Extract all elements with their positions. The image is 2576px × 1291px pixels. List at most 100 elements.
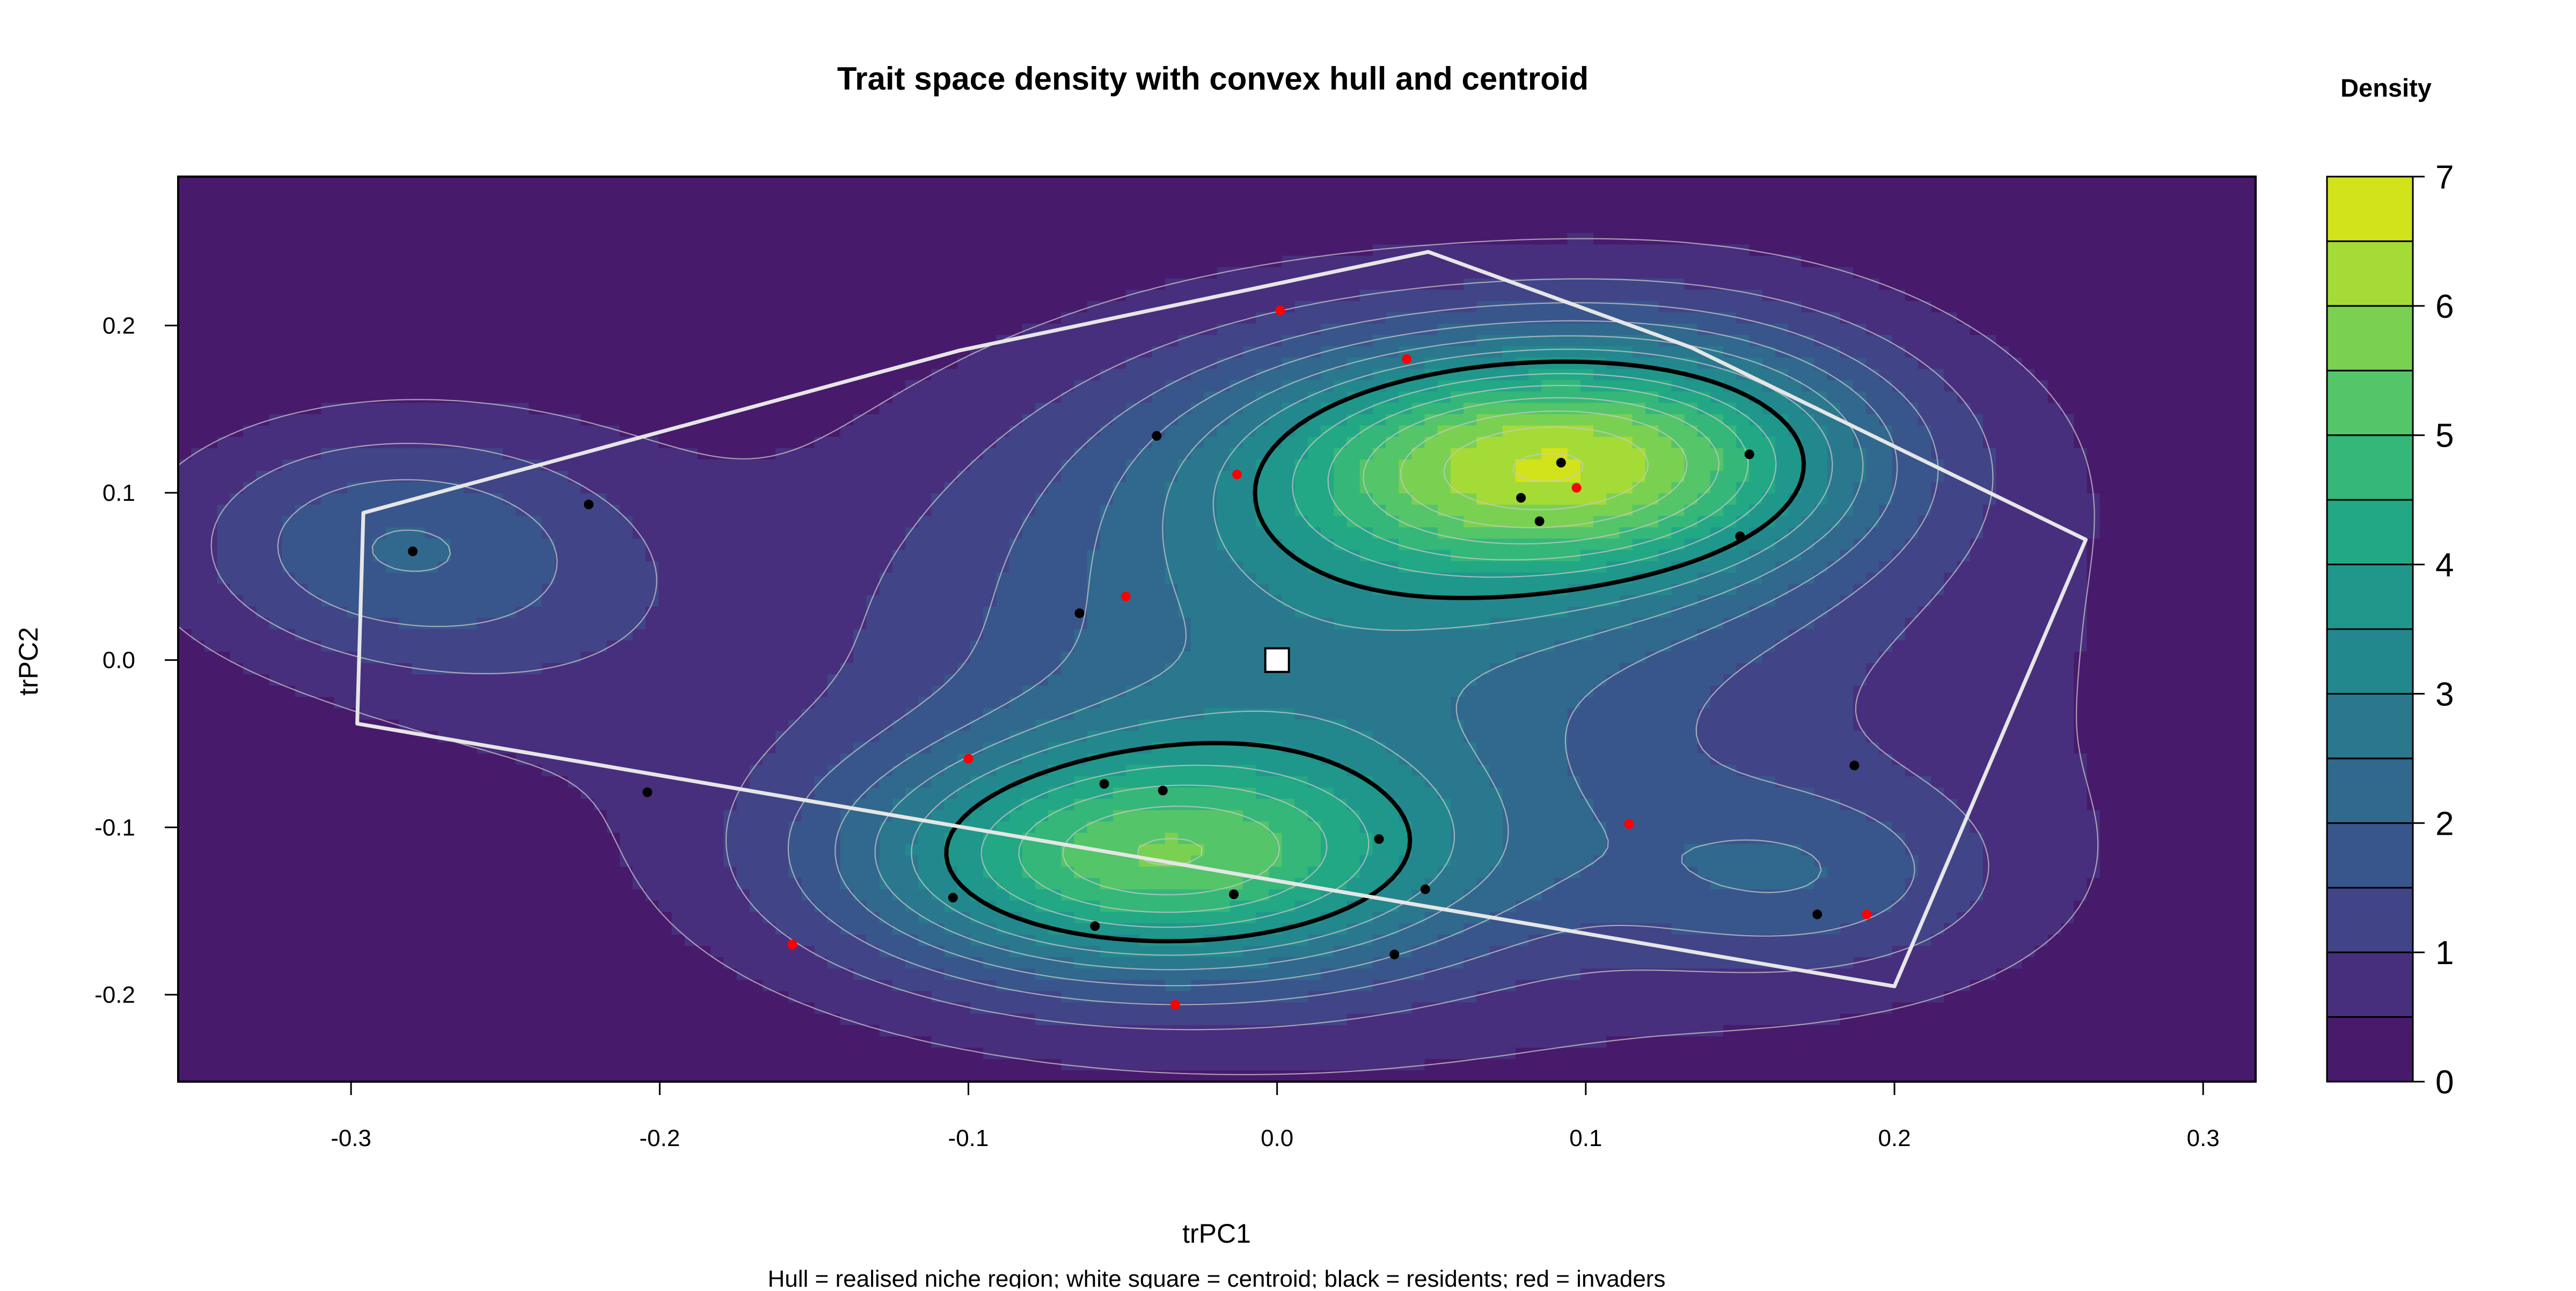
density-cell	[1671, 244, 1685, 257]
density-cell	[801, 210, 815, 223]
density-cell	[632, 278, 646, 290]
density-cell	[905, 369, 919, 381]
density-cell	[957, 380, 971, 392]
density-cell	[230, 403, 244, 415]
density-cell	[2061, 233, 2075, 245]
density-cell	[1256, 323, 1270, 335]
density-cell	[1372, 301, 1386, 313]
density-cell	[1035, 516, 1049, 528]
density-cell	[295, 199, 309, 211]
density-cell	[1580, 188, 1594, 200]
density-cell	[1879, 267, 1893, 279]
density-cell	[1372, 244, 1386, 257]
density-cell	[1866, 233, 1880, 245]
density-cell	[1541, 323, 1555, 335]
density-cell	[451, 403, 465, 415]
density-cell	[1853, 256, 1867, 268]
density-cell	[502, 177, 516, 188]
density-cell	[931, 301, 945, 313]
density-cell	[529, 482, 543, 494]
density-cell	[645, 448, 659, 460]
density-cell	[1191, 244, 1205, 257]
density-cell	[1502, 448, 1516, 460]
density-cell	[2112, 222, 2126, 234]
density-cell	[1554, 369, 1568, 381]
density-cell	[671, 312, 685, 324]
density-cell	[1242, 335, 1256, 347]
density-cell	[801, 278, 815, 290]
density-cell	[645, 358, 659, 370]
density-cell	[360, 177, 374, 188]
density-cell	[1982, 369, 1996, 381]
density-cell	[2126, 222, 2140, 234]
density-cell	[1061, 425, 1075, 437]
density-cell	[996, 188, 1010, 200]
density-cell	[269, 222, 283, 234]
density-cell	[879, 403, 893, 415]
density-cell	[425, 210, 438, 223]
density-cell	[554, 210, 568, 223]
density-cell	[632, 177, 646, 188]
density-cell	[2242, 380, 2256, 392]
density-cell	[567, 369, 581, 381]
density-cell	[2242, 199, 2256, 211]
density-cell	[529, 244, 543, 257]
density-cell	[2099, 335, 2113, 347]
density-cell	[619, 188, 633, 200]
density-cell	[594, 222, 608, 234]
density-cell	[788, 244, 802, 257]
density-cell	[1645, 335, 1659, 347]
density-cell	[269, 312, 283, 324]
density-cell	[645, 493, 659, 505]
density-cell	[2204, 493, 2218, 505]
density-cell	[2164, 199, 2178, 211]
density-cell	[1242, 470, 1256, 483]
density-cell	[1100, 358, 1114, 370]
density-cell	[1242, 516, 1256, 528]
density-cell	[1424, 470, 1438, 483]
density-cell	[2061, 380, 2075, 392]
density-cell	[1087, 516, 1101, 528]
density-cell	[1346, 380, 1360, 392]
density-cell	[1489, 448, 1503, 460]
density-cell	[1918, 199, 1931, 211]
density-cell	[892, 459, 906, 471]
density-cell	[1632, 244, 1646, 257]
density-cell	[2242, 301, 2256, 313]
density-cell	[1139, 459, 1153, 471]
density-cell	[2126, 493, 2140, 505]
density-cell	[2112, 199, 2126, 211]
density-cell	[1736, 323, 1750, 335]
density-cell	[1502, 188, 1516, 200]
density-cell	[191, 210, 205, 223]
density-cell	[1424, 358, 1438, 370]
density-cell	[2074, 222, 2088, 234]
density-cell	[516, 470, 530, 483]
density-cell	[1165, 346, 1179, 359]
density-cell	[1177, 346, 1191, 359]
density-cell	[1126, 233, 1140, 245]
density-cell	[1230, 199, 1243, 211]
density-cell	[1437, 436, 1451, 449]
density-cell	[2035, 448, 2048, 460]
density-cell	[502, 233, 516, 245]
density-cell	[1359, 177, 1373, 188]
density-cell	[1294, 278, 1308, 290]
density-cell	[1424, 482, 1438, 494]
density-cell	[1788, 516, 1802, 528]
density-cell	[1593, 414, 1607, 426]
density-cell	[1450, 414, 1464, 426]
density-cell	[464, 459, 478, 471]
density-cell	[775, 346, 789, 359]
density-cell	[1386, 177, 1400, 188]
density-cell	[931, 425, 945, 437]
density-cell	[970, 403, 984, 415]
density-cell	[1866, 448, 1880, 460]
density-cell	[1282, 516, 1296, 528]
density-cell	[905, 482, 919, 494]
density-cell	[217, 210, 231, 223]
density-cell	[1853, 177, 1867, 188]
density-cell	[957, 358, 971, 370]
density-cell	[2216, 470, 2230, 483]
density-cell	[1476, 312, 1490, 324]
